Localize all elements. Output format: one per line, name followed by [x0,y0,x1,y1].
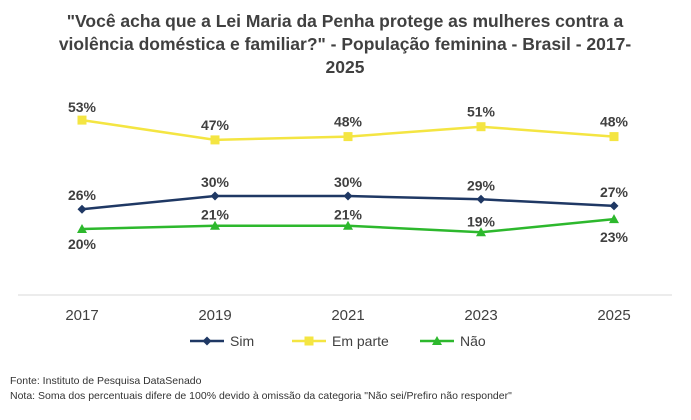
data-label: 29% [467,177,496,193]
data-label: 21% [201,207,230,223]
data-point [210,220,220,230]
data-label: 48% [600,114,629,130]
data-point [609,132,619,142]
chart-title-line-3: 2025 [325,57,365,77]
data-point [343,220,353,230]
x-tick-label: 2017 [65,307,98,324]
chart-title-line-2: violência doméstica e familiar?" - Popul… [58,34,632,54]
x-tick-label: 2025 [597,307,630,324]
chart-title: "Você acha que a Lei Maria da Penha prot… [20,10,670,79]
source-note: Fonte: Instituto de Pesquisa DataSenado [10,375,202,387]
data-label: 48% [334,114,363,130]
data-point [609,201,619,211]
legend-marker [202,336,212,346]
legend-label: Não [460,333,486,349]
x-tick-label: 2023 [464,307,497,324]
data-label: 21% [334,207,363,223]
legend-label: Sim [230,333,254,349]
x-tick-label: 2021 [331,307,364,324]
data-label: 30% [201,174,230,190]
data-label: 26% [68,187,97,203]
data-point [343,191,353,201]
x-tick-label: 2019 [198,307,231,324]
legend-label: Em parte [332,333,389,349]
data-point [210,191,220,201]
data-point [476,227,486,237]
data-label: 51% [467,104,496,120]
data-point [77,115,87,125]
footnote: Nota: Soma dos percentuais difere de 100… [10,390,512,402]
data-label: 19% [467,213,496,229]
data-label: 47% [201,117,230,133]
data-point [77,224,87,233]
line-chart: 2017 2019 2021 2023 2025 26% 30% 30% 29% 27% 53% 47… [18,99,672,349]
legend-marker [304,336,314,346]
data-point [476,194,486,204]
data-point [343,132,353,142]
data-point [609,214,619,224]
data-label: 23% [600,229,629,245]
data-point [210,135,220,145]
data-point [476,122,486,132]
chart-title-line-1: "Você acha que a Lei Maria da Penha prot… [66,11,624,31]
data-label: 20% [68,236,97,252]
legend-marker [432,336,442,345]
data-point [77,204,87,214]
data-label: 30% [334,174,363,190]
data-label: 53% [68,99,97,115]
data-label: 27% [600,184,629,200]
